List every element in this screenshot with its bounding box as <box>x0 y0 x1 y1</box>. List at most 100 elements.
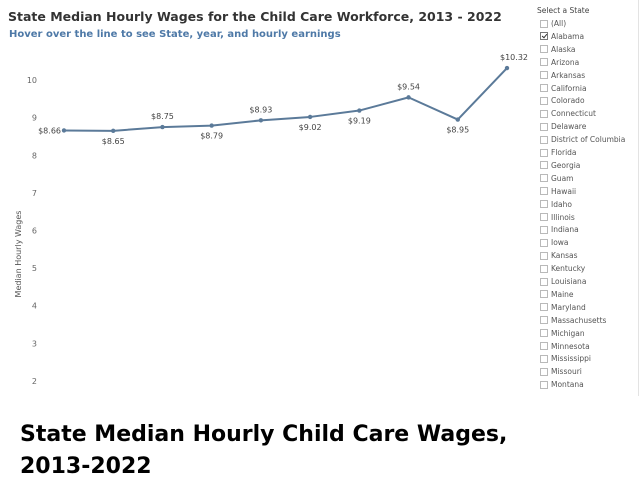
checkbox[interactable] <box>540 316 548 325</box>
caption-line-2: 2013-2022 <box>20 454 152 479</box>
checkbox[interactable] <box>540 45 548 54</box>
filter-option-label: Michigan <box>551 328 585 338</box>
filter-option-label: Indiana <box>551 225 579 235</box>
checkbox[interactable] <box>540 225 548 234</box>
checkbox[interactable] <box>540 342 548 350</box>
checkbox[interactable] <box>540 187 548 196</box>
chart-subtitle: Hover over the line to see State, year, … <box>9 29 341 40</box>
checkbox[interactable] <box>540 354 548 363</box>
filter-option[interactable]: Michigan <box>540 327 585 340</box>
data-point[interactable] <box>61 128 67 133</box>
data-point[interactable] <box>455 117 460 122</box>
filter-option[interactable]: Arkansas <box>540 69 585 82</box>
y-tick-label: 8 <box>32 151 37 160</box>
filter-option[interactable]: Georgia <box>540 159 580 172</box>
checkbox[interactable] <box>540 58 548 67</box>
checkbox[interactable] <box>540 251 548 260</box>
filter-option-label: Illinois <box>551 212 575 222</box>
filter-title: Select a State <box>537 6 590 15</box>
series-group[interactable] <box>61 65 510 134</box>
y-axis: 2 3 4 5 6 7 8 9 10 <box>27 76 37 386</box>
filter-option-label: Mississippi <box>551 354 591 364</box>
filter-option-label: (All) <box>551 19 567 28</box>
data-label: $10.32 <box>500 53 528 62</box>
checkbox[interactable] <box>540 277 548 286</box>
filter-option[interactable]: Guam <box>540 172 573 185</box>
series-line[interactable] <box>63 67 508 132</box>
filter-option-label: District of Columbia <box>551 135 626 145</box>
y-tick-label: 4 <box>32 302 37 311</box>
checkbox[interactable] <box>540 174 548 183</box>
filter-option[interactable]: Alabama <box>540 30 584 43</box>
state-filter[interactable]: Select a State (All) Alabama Alaska Arizona… <box>532 0 639 396</box>
filter-option[interactable]: Massachusetts <box>540 314 606 327</box>
y-tick-label: 3 <box>32 339 37 348</box>
filter-option[interactable]: Minnesota <box>540 340 590 353</box>
data-point[interactable] <box>258 118 264 123</box>
filter-option[interactable]: Idaho <box>540 198 572 211</box>
filter-option-label: Maine <box>551 289 574 299</box>
filter-option[interactable]: Maryland <box>540 301 586 314</box>
checkbox[interactable] <box>540 200 548 209</box>
filter-option-label: California <box>551 83 587 93</box>
checkbox[interactable] <box>540 264 548 273</box>
data-point[interactable] <box>504 65 510 71</box>
chart-title: State Median Hourly Wages for the Child … <box>8 9 502 24</box>
checkbox[interactable] <box>540 84 548 92</box>
filter-option[interactable]: Kansas <box>540 249 578 262</box>
filter-option-label: Hawaii <box>551 186 577 196</box>
data-point[interactable] <box>307 114 313 120</box>
checkbox[interactable] <box>540 329 548 338</box>
checkbox[interactable] <box>540 122 548 131</box>
filter-option[interactable]: Louisiana <box>540 275 586 288</box>
checkbox[interactable] <box>540 19 548 28</box>
data-point[interactable] <box>357 108 362 113</box>
checkbox[interactable] <box>540 380 548 389</box>
data-label: $9.19 <box>348 117 371 126</box>
filter-option[interactable]: Alaska <box>540 43 576 56</box>
filter-option[interactable]: Arizona <box>540 56 579 69</box>
checkbox[interactable] <box>540 135 548 144</box>
filter-option-label: Missouri <box>551 367 582 377</box>
filter-option[interactable]: Connecticut <box>540 107 596 120</box>
filter-option[interactable]: Missouri <box>540 365 582 378</box>
filter-option[interactable]: (All) <box>540 17 566 30</box>
filter-option[interactable]: Colorado <box>540 94 585 107</box>
filter-option[interactable]: Maine <box>540 288 574 301</box>
checkbox[interactable] <box>540 109 548 118</box>
checkbox[interactable] <box>540 71 548 80</box>
filter-option[interactable]: California <box>540 82 587 95</box>
filter-option[interactable]: District of Columbia <box>540 133 625 146</box>
filter-option[interactable]: Florida <box>540 146 577 159</box>
filter-option[interactable]: Hawaii <box>540 185 576 198</box>
filter-option[interactable]: Iowa <box>540 236 569 249</box>
data-point[interactable] <box>209 123 214 128</box>
data-point[interactable] <box>111 128 116 134</box>
filter-option[interactable]: Illinois <box>540 211 575 224</box>
checkbox[interactable] <box>540 303 548 312</box>
filter-option[interactable]: Mississippi <box>540 352 591 365</box>
filter-option[interactable]: Montana <box>540 378 584 391</box>
filter-option[interactable]: Delaware <box>540 120 586 133</box>
checkbox[interactable] <box>540 213 548 221</box>
checkbox[interactable] <box>540 96 548 105</box>
filter-option-label: Colorado <box>551 96 585 106</box>
checkbox[interactable] <box>540 148 548 157</box>
filter-option-label: Arkansas <box>551 70 586 80</box>
checkbox[interactable] <box>540 290 548 299</box>
filter-option-label: Georgia <box>551 160 581 170</box>
filter-option[interactable]: Kentucky <box>540 262 585 275</box>
filter-option-label: Guam <box>551 173 574 183</box>
checkbox[interactable] <box>540 161 548 170</box>
data-label: $8.66 <box>38 126 61 135</box>
data-point[interactable] <box>160 124 165 130</box>
filter-option[interactable]: Indiana <box>540 223 579 236</box>
checkbox[interactable] <box>540 238 548 247</box>
checkbox[interactable] <box>540 367 548 376</box>
filter-option-label: Maryland <box>551 302 586 312</box>
checkbox[interactable] <box>540 32 548 41</box>
data-point[interactable] <box>406 95 411 100</box>
data-label: $8.93 <box>249 105 272 114</box>
filter-option-label: Idaho <box>551 199 572 209</box>
